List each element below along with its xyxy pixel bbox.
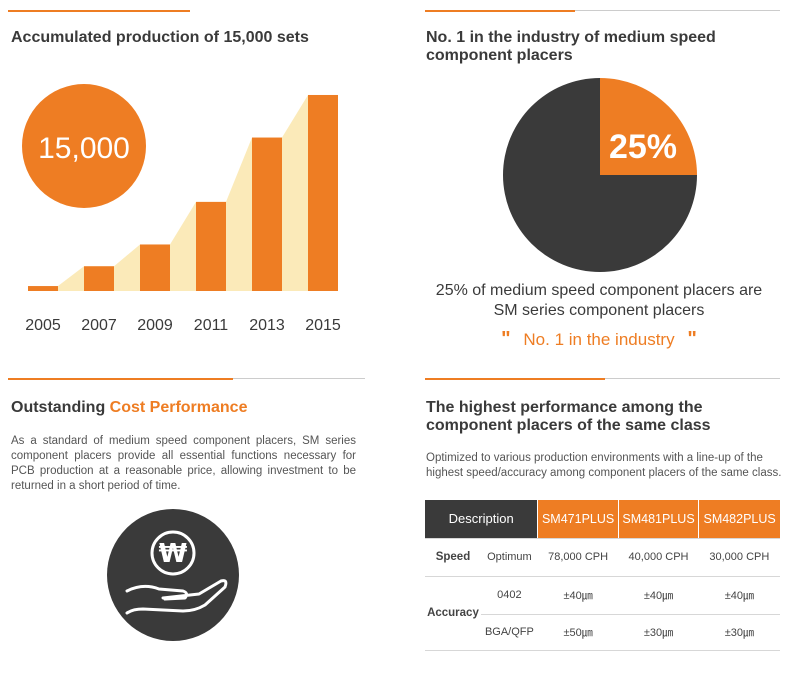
- table-cell: ±30㎛: [618, 614, 699, 651]
- bar-2011: [196, 201, 226, 291]
- table-header-row: Description SM471PLUS SM481PLUS SM482PLU…: [425, 500, 780, 539]
- industry-title: No. 1 in the industry of medium speed co…: [426, 29, 716, 64]
- pie-label-25: 25%: [609, 128, 677, 166]
- section-rule: [425, 10, 780, 12]
- pie-slice-0: [600, 78, 697, 175]
- section-rule: [8, 378, 365, 380]
- table-cell: 78,000 CPH: [537, 538, 619, 577]
- won-symbol: ₩: [159, 539, 188, 569]
- pie-slice-1: [503, 78, 697, 272]
- x-tick-label: 2007: [81, 317, 117, 334]
- x-tick-label: 2011: [194, 317, 229, 334]
- table-row: Accuracy 0402 ±40㎛ ±40㎛ ±40㎛: [425, 576, 780, 651]
- accuracy-label: Accuracy: [425, 576, 481, 651]
- section-rule: [8, 10, 190, 12]
- performance-body: Optimized to various production environm…: [426, 452, 782, 479]
- cost-body: As a standard of medium speed component …: [11, 435, 356, 492]
- bar-2013: [252, 137, 282, 291]
- table-cell: ±40㎛: [537, 576, 619, 615]
- header-model-1: SM471PLUS: [537, 500, 619, 539]
- acc-sub-bga: BGA/QFP: [480, 614, 538, 651]
- cost-title: Outstanding Cost Performance: [11, 399, 248, 416]
- performance-title: The highest performance among the compon…: [426, 399, 711, 434]
- table-cell: 30,000 CPH: [698, 538, 780, 577]
- x-tick-label: 2013: [249, 317, 285, 334]
- table-cell: ±30㎛: [698, 614, 780, 651]
- x-tick-label: 2009: [137, 317, 173, 334]
- header-model-3: SM482PLUS: [698, 500, 780, 539]
- industry-quote-text: No. 1 in the industry: [523, 330, 675, 349]
- acc-sub-0402: 0402: [480, 576, 538, 615]
- speed-sub: Optimum: [480, 538, 538, 577]
- table-row: BGA/QFP ±50㎛ ±30㎛ ±30㎛: [425, 614, 780, 651]
- table-cell: ±40㎛: [618, 576, 699, 615]
- industry-caption: 25% of medium speed component placers ar…: [435, 282, 763, 319]
- bar-2009: [140, 244, 170, 291]
- speed-label: Speed: [425, 538, 481, 577]
- production-badge-text: 15,000: [38, 132, 130, 165]
- table-row: Speed Optimum 78,000 CPH 40,000 CPH 30,0…: [425, 538, 780, 577]
- table-cell: 40,000 CPH: [618, 538, 699, 577]
- money-hand-icon: ₩: [107, 509, 239, 641]
- header-model-2: SM481PLUS: [617, 500, 699, 539]
- production-title: Accumulated production of 15,000 sets: [11, 29, 309, 46]
- x-tick-label: 2015: [305, 317, 341, 334]
- table-cell: ±40㎛: [698, 576, 780, 615]
- bar-2005: [28, 286, 58, 291]
- industry-quote: " No. 1 in the industry ": [400, 328, 787, 351]
- cost-title-highlight: Cost Performance: [109, 399, 248, 416]
- bar-2007: [84, 266, 114, 291]
- header-description: Description: [425, 500, 538, 539]
- production-bar-chart: 15,000 2005 2007 2009 2011 2013 2015: [22, 84, 341, 334]
- section-rule: [425, 378, 780, 380]
- bar-2015: [308, 94, 338, 291]
- table-cell: ±50㎛: [537, 614, 619, 651]
- production-badge-circle: [22, 84, 146, 208]
- x-tick-label: 2005: [25, 317, 61, 334]
- industry-pie-chart: 25%: [503, 78, 697, 272]
- quote-open-mark: ": [501, 328, 511, 350]
- quote-close-mark: ": [687, 328, 697, 350]
- spec-table: Description SM471PLUS SM481PLUS SM482PLU…: [425, 500, 780, 651]
